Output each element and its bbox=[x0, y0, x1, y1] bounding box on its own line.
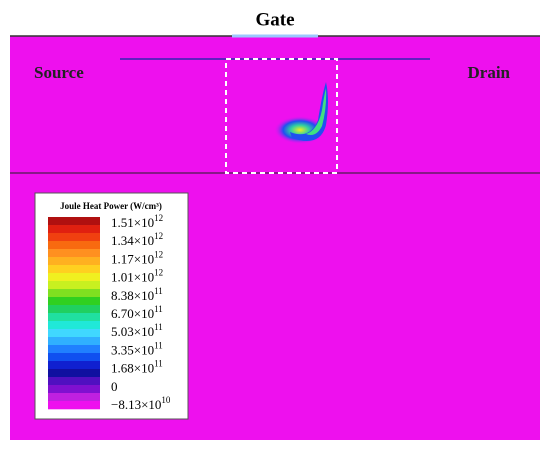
legend-title: Joule Heat Power (W/cm³) bbox=[60, 201, 162, 211]
gate-label: Gate bbox=[255, 9, 294, 30]
color-swatch bbox=[48, 393, 100, 402]
label-base: −8.13×10 bbox=[111, 397, 161, 412]
label-base: 3.35×10 bbox=[111, 342, 154, 357]
label-base: 1.51×10 bbox=[111, 215, 154, 230]
label-exponent: 11 bbox=[154, 359, 163, 369]
zoom-box bbox=[225, 58, 338, 174]
colorbar-label: −8.13×1010 bbox=[111, 395, 171, 412]
color-swatch bbox=[48, 369, 100, 378]
colorbar-label: 3.35×1011 bbox=[111, 340, 163, 357]
label-base: 1.17×10 bbox=[111, 251, 154, 266]
color-swatch bbox=[48, 337, 100, 346]
label-exponent: 12 bbox=[154, 213, 163, 223]
colorbar: 1.51×10121.34×10121.17×10121.01×10128.38… bbox=[48, 213, 171, 412]
label-exponent: 10 bbox=[161, 395, 171, 405]
color-swatch bbox=[48, 345, 100, 354]
color-swatch bbox=[48, 233, 100, 242]
color-swatch bbox=[48, 385, 100, 394]
color-swatch bbox=[48, 313, 100, 322]
colorbar-label: 1.51×1012 bbox=[111, 213, 163, 230]
colorbar-label: 5.03×1011 bbox=[111, 322, 163, 339]
color-swatch bbox=[48, 377, 100, 386]
drain-label: Drain bbox=[468, 63, 511, 82]
label-exponent: 11 bbox=[154, 340, 163, 350]
label-exponent: 11 bbox=[154, 322, 163, 332]
color-swatch bbox=[48, 289, 100, 298]
color-swatch bbox=[48, 225, 100, 234]
colorbar-label: 8.38×1011 bbox=[111, 286, 163, 303]
color-swatch bbox=[48, 265, 100, 274]
color-swatch bbox=[48, 257, 100, 266]
color-swatch bbox=[48, 249, 100, 258]
color-swatch bbox=[48, 305, 100, 314]
label-base: 1.34×10 bbox=[111, 233, 154, 248]
color-swatch bbox=[48, 297, 100, 306]
source-label: Source bbox=[34, 63, 84, 82]
label-base: 0 bbox=[111, 379, 118, 394]
colorbar-label: 1.34×1012 bbox=[111, 231, 163, 248]
color-swatch bbox=[48, 273, 100, 282]
colorbar-label: 1.68×1011 bbox=[111, 359, 163, 376]
label-base: 8.38×10 bbox=[111, 288, 154, 303]
colorbar-label: 1.17×1012 bbox=[111, 249, 163, 266]
colorbar-label: 1.01×1012 bbox=[111, 268, 163, 285]
label-base: 5.03×10 bbox=[111, 324, 154, 339]
label-exponent: 12 bbox=[154, 268, 163, 278]
label-exponent: 11 bbox=[154, 304, 163, 314]
color-swatch bbox=[48, 401, 100, 410]
color-swatch bbox=[48, 241, 100, 250]
label-exponent: 12 bbox=[154, 249, 163, 259]
color-swatch bbox=[48, 329, 100, 338]
color-swatch bbox=[48, 361, 100, 370]
color-swatch bbox=[48, 321, 100, 330]
color-swatch bbox=[48, 281, 100, 290]
label-base: 1.01×10 bbox=[111, 270, 154, 285]
colorbar-label: 6.70×1011 bbox=[111, 304, 163, 321]
label-exponent: 12 bbox=[154, 231, 163, 241]
label-exponent: 11 bbox=[154, 286, 163, 296]
label-base: 6.70×10 bbox=[111, 306, 154, 321]
label-base: 1.68×10 bbox=[111, 361, 154, 376]
colorbar-label: 0 bbox=[111, 379, 118, 394]
color-swatch bbox=[48, 353, 100, 362]
color-swatch bbox=[48, 217, 100, 226]
heat-core bbox=[306, 88, 327, 135]
